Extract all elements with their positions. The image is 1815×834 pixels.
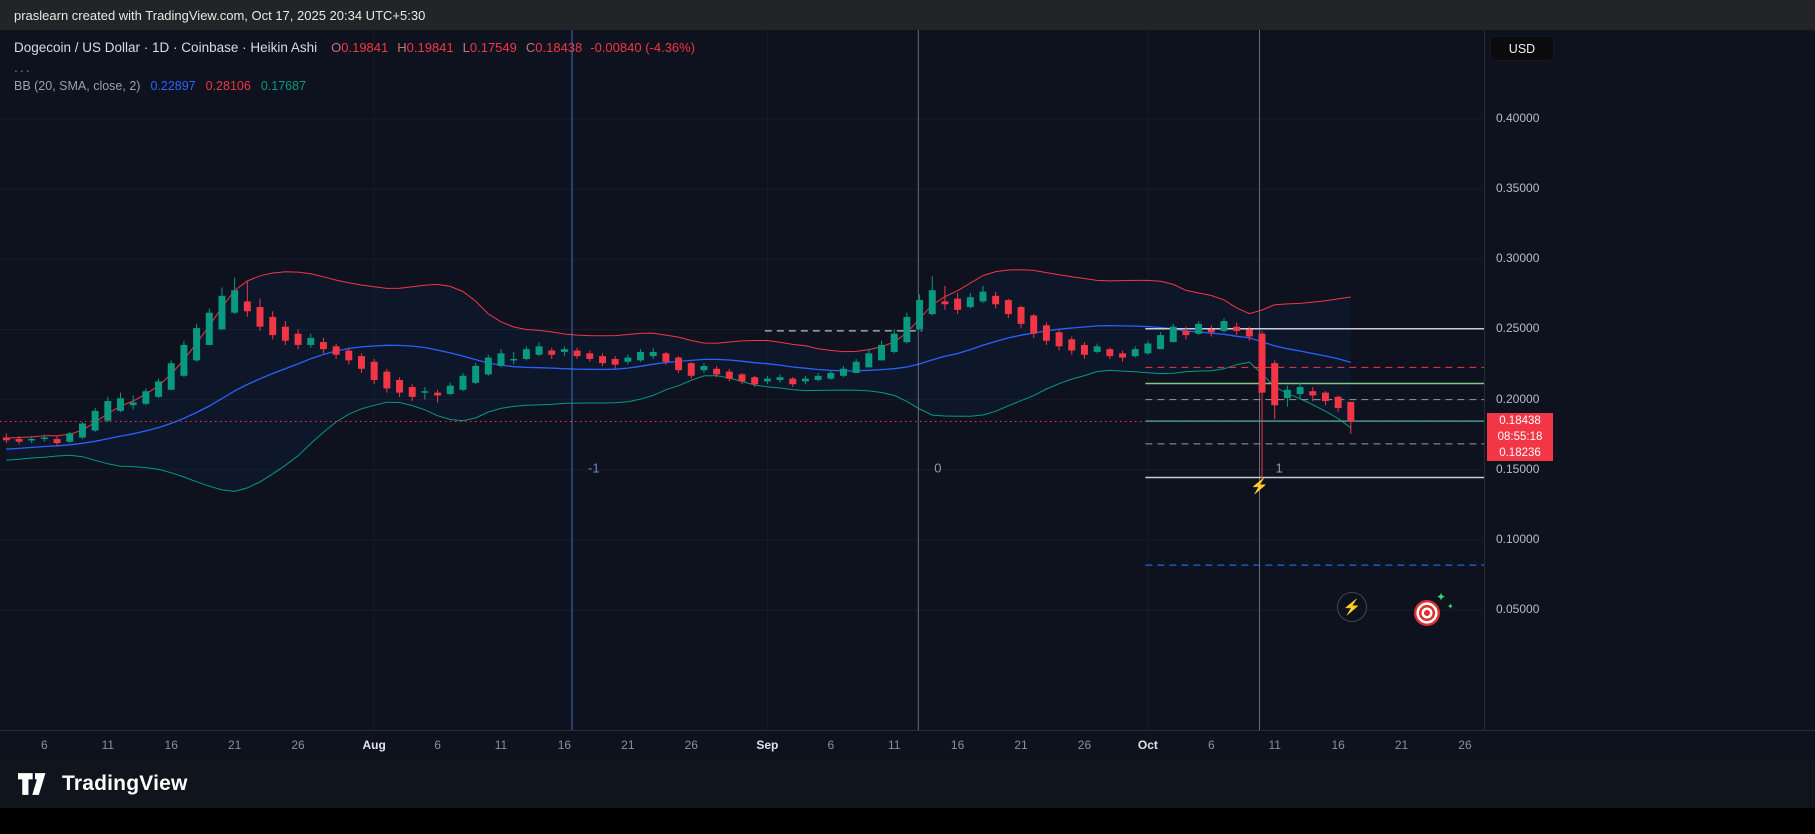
price-tick-label: 0.35000 (1496, 181, 1540, 196)
low-value: 0.17549 (469, 40, 517, 55)
time-label-day: 16 (164, 738, 178, 752)
lightning-icon: ⚡ (1342, 599, 1362, 616)
price-scale[interactable]: USD 0.40000 0.35000 0.30000 0.25000 0.20000 0… (1484, 30, 1815, 730)
time-axis[interactable]: 6 11 16 21 26 Aug 6 11 16 21 26 Sep 6 11 16 21 26 Oct 6 11 1… (0, 730, 1815, 760)
time-label-day: 21 (621, 738, 635, 752)
bb-lower-value: 0.17687 (260, 79, 306, 93)
time-label-day: 11 (887, 738, 901, 752)
price-tick-label: 0.40000 (1496, 111, 1540, 126)
ohlc-values: O0.19841 H0.19841 L0.17549 C0.18438 (331, 38, 582, 58)
tradingview-logo-icon[interactable] (18, 773, 52, 795)
price-tick-label: 0.30000 (1496, 251, 1540, 266)
lightning-button[interactable]: ⚡ (1337, 592, 1367, 622)
time-label-day: 21 (1014, 738, 1028, 752)
lightning-marker-icon: ⚡ (1250, 477, 1269, 495)
time-label-day: 26 (1458, 738, 1472, 752)
bb-upper-value: 0.28106 (205, 79, 251, 93)
cycle-line-label: 0 (934, 461, 941, 476)
time-label-day: 16 (557, 738, 572, 752)
sparkle-small-icon: ✦ (1447, 602, 1454, 611)
time-label-day: 26 (1077, 738, 1092, 752)
time-label-day: 16 (950, 738, 965, 752)
time-label-day: 11 (1268, 738, 1281, 752)
symbol-title[interactable]: Dogecoin / US Dollar · 1D · Coinbase · H… (14, 40, 318, 55)
chart-widget: -1 0 1 ⚡ Dogecoin / US Dollar · 1D · Coinba… (0, 30, 1815, 730)
chart-legend: Dogecoin / US Dollar · 1D · Coinbase · H… (14, 38, 695, 96)
time-label-day: 11 (494, 738, 508, 752)
time-label-month: Aug (362, 738, 386, 752)
countdown-badge: 08:55:18 (1487, 428, 1553, 445)
time-label-day: 6 (434, 738, 441, 752)
time-label-day: 26 (684, 738, 698, 752)
cycle-line-label: -1 (588, 461, 600, 476)
close-label: C (525, 40, 536, 55)
time-label-day: 6 (41, 738, 48, 752)
time-label-day: 21 (1394, 738, 1409, 752)
currency-button[interactable]: USD (1490, 36, 1554, 61)
open-label: O (331, 40, 342, 55)
legend-more-button[interactable]: ... (14, 59, 32, 75)
time-label-month: Oct (1137, 738, 1158, 752)
time-label-day: 16 (1331, 738, 1345, 752)
sparkle-icon: ✦ (1436, 590, 1447, 604)
price-tick-label: 0.10000 (1496, 531, 1540, 546)
close-value: 0.18438 (535, 40, 583, 55)
time-label-day: 21 (227, 738, 242, 752)
high-value: 0.19841 (406, 40, 454, 55)
time-label-day: 11 (101, 738, 115, 752)
open-value: 0.19841 (341, 40, 389, 55)
cycle-line-label: 1 (1275, 461, 1282, 476)
bb-basis-value: 0.22897 (150, 79, 196, 93)
low-label: L (462, 40, 470, 55)
tradingview-wordmark[interactable]: TradingView (62, 772, 188, 795)
last-price-badge: 0.18438 (1487, 412, 1553, 429)
price-chart-canvas[interactable]: -1 0 1 ⚡ (0, 30, 1484, 730)
time-label-month: Sep (756, 738, 779, 752)
us-flag-roundel-icon (1414, 600, 1440, 626)
time-label-day: 6 (1207, 738, 1215, 752)
indicator-name[interactable]: BB (20, SMA, close, 2) (14, 79, 141, 93)
level-price-badge: 0.18236 (1487, 444, 1553, 461)
time-label-day: 26 (291, 738, 305, 752)
price-tick-label: 0.25000 (1496, 321, 1540, 336)
price-change: -0.00840 (-4.36%) (590, 40, 696, 55)
price-tick-label: 0.05000 (1496, 602, 1540, 617)
price-tick-label: 0.15000 (1496, 461, 1540, 476)
price-badges: 0.18438 08:55:18 0.18236 (1487, 412, 1553, 461)
time-label-day: 6 (827, 738, 835, 752)
footer-bar: TradingView (0, 760, 1815, 808)
attribution-bar: praslearn created with TradingView.com, … (0, 0, 1815, 30)
price-tick-label: 0.20000 (1496, 391, 1540, 406)
high-label: H (397, 40, 407, 55)
bottom-strip (0, 808, 1815, 834)
attribution-text: praslearn created with TradingView.com, … (14, 7, 426, 23)
